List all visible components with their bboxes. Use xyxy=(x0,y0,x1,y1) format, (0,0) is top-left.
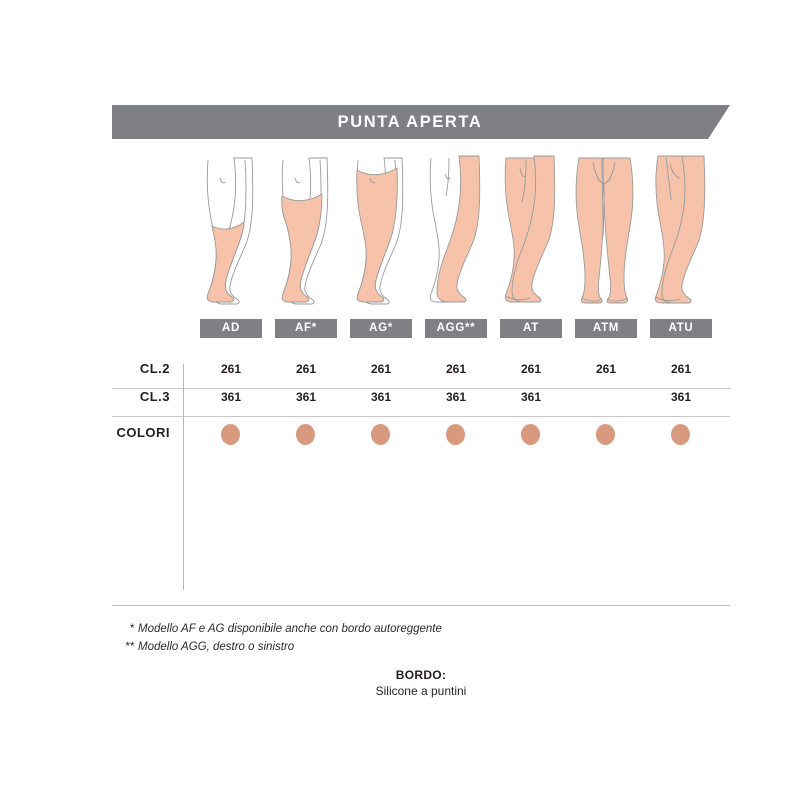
footnote: ** Modello AGG, destro o sinistro xyxy=(118,641,294,653)
footer-divider xyxy=(112,605,730,606)
row-label-cl3: CL.3 xyxy=(139,389,170,404)
section-banner: PUNTA APERTA xyxy=(112,105,730,139)
table-cell: 261 xyxy=(670,362,692,376)
table-cell: 261 xyxy=(595,362,617,376)
code-badge-at[interactable]: AT xyxy=(500,319,562,338)
table-cell: 261 xyxy=(370,362,392,376)
leg-figure-ag xyxy=(340,152,415,312)
bordo-title: BORDO: xyxy=(395,668,447,682)
table-cell: 361 xyxy=(370,390,392,404)
color-swatch xyxy=(446,424,465,445)
leg-figure-agg xyxy=(415,152,490,312)
code-badge-agg[interactable]: AGG** xyxy=(425,319,487,338)
footnote-marker: * xyxy=(129,623,134,635)
bordo-subtitle: Silicone a puntini xyxy=(375,684,467,698)
leg-figure-atm xyxy=(565,152,640,312)
row-label-colori: COLORI xyxy=(116,425,170,440)
table-cell: 361 xyxy=(670,390,692,404)
table-cell: 261 xyxy=(520,362,542,376)
figure-strip xyxy=(190,152,730,312)
label-column-divider xyxy=(183,364,184,590)
leg-figure-at xyxy=(490,152,565,312)
table-cell: 361 xyxy=(520,390,542,404)
color-swatch xyxy=(221,424,240,445)
footnote-text: Modello AF e AG disponibile anche con bo… xyxy=(138,623,442,635)
row-divider-2 xyxy=(112,416,730,417)
color-swatch xyxy=(296,424,315,445)
code-badge-af[interactable]: AF* xyxy=(275,319,337,338)
color-swatch xyxy=(371,424,390,445)
color-swatch xyxy=(521,424,540,445)
row-label-cl2: CL.2 xyxy=(139,361,170,376)
footnote-marker: ** xyxy=(125,641,134,653)
page-title: PUNTA APERTA xyxy=(337,113,483,131)
footnote-text: Modello AGG, destro o sinistro xyxy=(138,641,295,653)
footnote: * Modello AF e AG disponibile anche con b… xyxy=(118,623,442,635)
table-cell: 261 xyxy=(295,362,317,376)
color-swatch xyxy=(671,424,690,445)
table-cell: 361 xyxy=(220,390,242,404)
row-divider-1 xyxy=(112,388,730,389)
leg-figure-ad xyxy=(190,152,265,312)
table-cell: 361 xyxy=(295,390,317,404)
table-cell: 361 xyxy=(445,390,467,404)
leg-figure-atu xyxy=(640,152,715,312)
code-badge-atm[interactable]: ATM xyxy=(575,319,637,338)
table-cell: 261 xyxy=(445,362,467,376)
code-badge-ag[interactable]: AG* xyxy=(350,319,412,338)
code-badge-ad[interactable]: AD xyxy=(200,319,262,338)
color-swatch xyxy=(596,424,615,445)
table-cell: 261 xyxy=(220,362,242,376)
code-badge-atu[interactable]: ATU xyxy=(650,319,712,338)
bordo-block: BORDO: Silicone a puntini xyxy=(112,668,730,698)
leg-figure-af xyxy=(265,152,340,312)
